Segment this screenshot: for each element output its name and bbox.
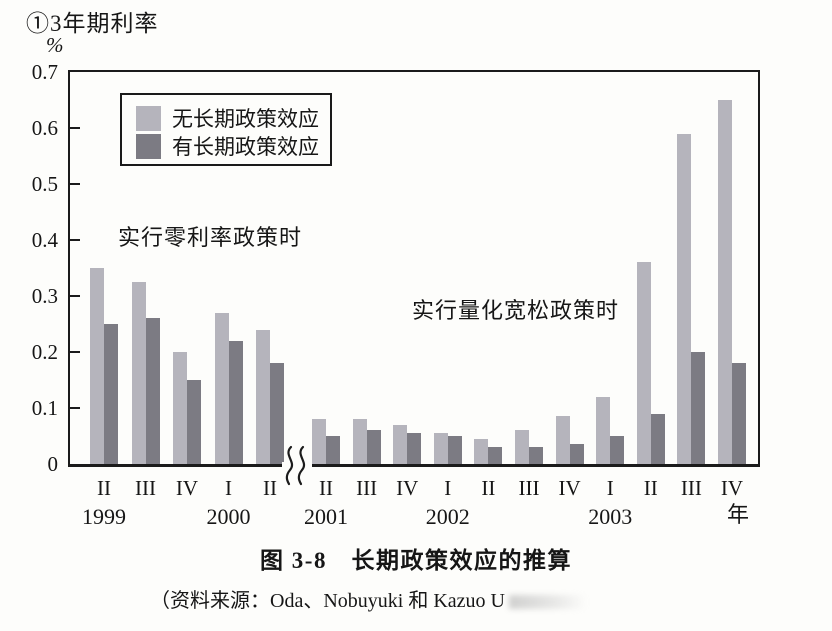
bar-with-long-term-effect — [447, 436, 462, 464]
bar-no-long-term-effect — [312, 419, 326, 464]
bar-with-long-term-effect — [104, 324, 118, 464]
bar-no-long-term-effect — [433, 433, 448, 464]
faded-print-smudge — [508, 595, 587, 610]
axis-break-icon — [282, 445, 312, 486]
year-label: 2000 — [206, 504, 251, 529]
figure-title: ①3年期利率 — [26, 11, 159, 36]
x-tick-label: II — [263, 476, 277, 500]
x-tick-label: IV — [558, 476, 581, 500]
year-label: 2001 — [304, 504, 348, 529]
legend-swatch-with-effect-icon — [136, 133, 161, 159]
year-label: 1999 — [82, 504, 126, 529]
bar-no-long-term-effect — [474, 439, 489, 464]
y-axis-tick — [70, 239, 80, 241]
bar-with-long-term-effect — [145, 318, 160, 464]
annotation-zero-rate-period: 实行零利率政策时 — [118, 225, 303, 250]
y-axis-tick — [70, 183, 80, 185]
y-tick-label: 0.1 — [31, 396, 58, 420]
bar-with-long-term-effect — [366, 430, 381, 464]
legend-item-with-effect: 有长期政策效应 — [136, 132, 330, 160]
bar-no-long-term-effect — [90, 268, 104, 464]
legend-label: 有长期政策效应 — [172, 135, 319, 159]
x-axis-year-suffix: 年 — [726, 502, 749, 527]
bar-no-long-term-effect — [131, 282, 146, 464]
source-text: （资料来源：Oda、Nobuyuki 和 Kazuo U — [150, 590, 505, 612]
legend-item-no-effect: 无长期政策效应 — [136, 104, 330, 132]
x-tick-label: IV — [396, 476, 419, 500]
bar-with-long-term-effect — [187, 380, 201, 464]
bar-with-long-term-effect — [650, 414, 665, 464]
bar-no-long-term-effect — [352, 419, 367, 464]
y-axis-tick — [70, 127, 80, 129]
bar-with-long-term-effect — [488, 447, 503, 464]
x-tick-label: II — [481, 476, 496, 500]
x-tick-label: III — [135, 476, 156, 500]
bar-with-long-term-effect — [228, 341, 243, 464]
bar-no-long-term-effect — [555, 416, 570, 464]
y-axis-tick — [70, 295, 80, 297]
y-tick-label: 0.5 — [31, 172, 58, 196]
figure-caption: 图 3-8 长期政策效应的推算 — [260, 548, 572, 573]
year-label: 2002 — [425, 504, 470, 529]
bar-with-long-term-effect — [326, 436, 340, 464]
legend: 无长期政策效应 有长期政策效应 — [120, 93, 332, 166]
bar-no-long-term-effect — [515, 430, 529, 464]
x-tick-label: II — [97, 476, 111, 500]
x-tick-label: II — [643, 476, 658, 500]
y-tick-label: 0.2 — [31, 340, 58, 364]
y-tick-label: 0.6 — [31, 116, 58, 140]
bar-no-long-term-effect — [636, 262, 651, 464]
x-tick-label: III — [356, 476, 378, 500]
bar-no-long-term-effect — [677, 134, 692, 464]
bar-no-long-term-effect — [256, 330, 270, 464]
y-axis-unit-label: % — [46, 33, 64, 57]
y-tick-label: 0.7 — [31, 60, 58, 84]
annotation-qe-period: 实行量化宽松政策时 — [412, 298, 620, 323]
y-tick-label: 0 — [47, 452, 59, 476]
y-tick-label: 0.4 — [31, 228, 58, 252]
legend-swatch-no-effect-icon — [136, 105, 161, 131]
x-tick-label: I — [444, 476, 452, 500]
bar-no-long-term-effect — [173, 352, 187, 464]
x-tick-label: III — [680, 476, 702, 500]
y-tick-label: 0.3 — [31, 284, 58, 308]
year-label: 2003 — [588, 504, 633, 529]
bar-no-long-term-effect — [393, 425, 408, 464]
bar-no-long-term-effect — [214, 313, 229, 464]
figure-source: （资料来源：Oda、Nobuyuki 和 Kazuo U — [150, 584, 587, 613]
bar-with-long-term-effect — [610, 436, 625, 464]
bar-with-long-term-effect — [569, 444, 584, 464]
y-axis-tick — [70, 407, 80, 409]
x-tick-label: IV — [720, 476, 744, 500]
bar-no-long-term-effect — [596, 397, 611, 464]
x-tick-label: IV — [175, 476, 199, 500]
bar-with-long-term-effect — [270, 363, 284, 464]
bar-no-long-term-effect — [718, 100, 732, 464]
bar-with-long-term-effect — [691, 352, 706, 464]
bar-with-long-term-effect — [529, 447, 543, 464]
bar-with-long-term-effect — [407, 433, 422, 464]
legend-label: 无长期政策效应 — [172, 107, 319, 131]
x-tick-label: I — [606, 476, 614, 500]
x-tick-label: II — [319, 476, 333, 500]
x-tick-label: III — [518, 476, 540, 500]
y-axis-tick — [70, 351, 80, 353]
x-tick-label: I — [225, 476, 232, 500]
bar-with-long-term-effect — [732, 363, 746, 464]
